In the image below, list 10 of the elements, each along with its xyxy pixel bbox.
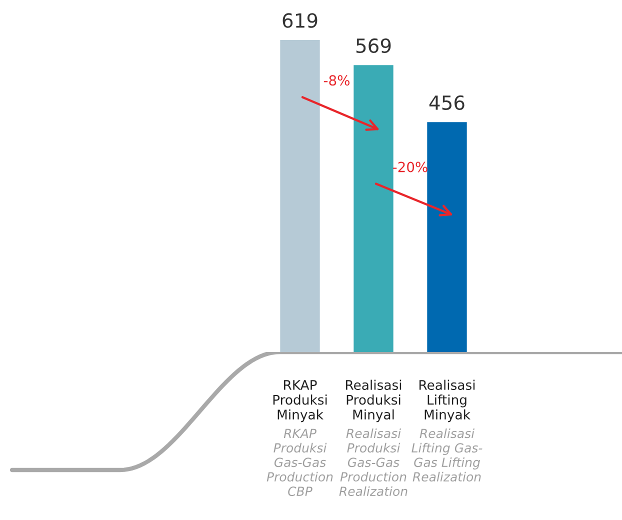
- x-tick-label: Realisasi Produksi Minyal: [346, 380, 402, 422]
- data-label: 569: [356, 38, 391, 54]
- x-tick-label: RKAP Produksi Minyak: [273, 380, 327, 422]
- data-label: 456: [429, 95, 464, 110]
- text: RKAP Produksi Gas-Gas Production CBP: [266, 428, 333, 496]
- text: Realisasi Lifting Gas- Gas Lifting Realization: [412, 428, 482, 482]
- data-label: 619: [282, 13, 318, 28]
- text: Realisasi Produksi Gas-Gas Production Realization: [339, 428, 408, 496]
- annotation: -8%: [324, 75, 350, 86]
- x-tick-label: Realisasi Lifting Minyak: [419, 380, 475, 422]
